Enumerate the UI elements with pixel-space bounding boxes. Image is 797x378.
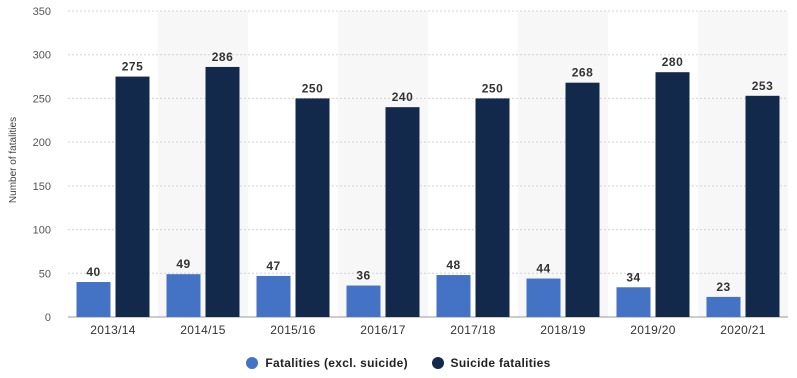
x-tick-label: 2013/14 <box>90 323 136 337</box>
bar-fatalities-3[interactable] <box>346 285 381 317</box>
data-label: 49 <box>176 257 190 271</box>
bar-fatalities-5[interactable] <box>526 278 561 317</box>
bar-suicide-5[interactable] <box>565 82 600 317</box>
x-tick-label: 2016/17 <box>360 323 406 337</box>
data-label: 40 <box>86 265 100 279</box>
x-tick-label: 2015/16 <box>270 323 316 337</box>
y-tick-label: 100 <box>33 225 51 237</box>
data-label: 253 <box>752 79 774 93</box>
bar-fatalities-1[interactable] <box>166 274 201 317</box>
bar-suicide-7[interactable] <box>745 95 780 317</box>
legend: Fatalities (excl. suicide) Suicide fatal… <box>0 356 797 372</box>
bar-suicide-2[interactable] <box>295 98 330 317</box>
legend-swatch-suicide <box>431 357 444 369</box>
data-label: 240 <box>392 90 414 104</box>
bar-fatalities-0[interactable] <box>76 282 111 317</box>
y-tick-label: 300 <box>33 50 51 62</box>
alternating-bands <box>158 11 788 317</box>
bar-chart: 0 50 100 150 200 250 300 350 40 275 49 286 47 250 36 2… <box>8 6 788 337</box>
x-axis-ticks: 2013/14 2014/15 2015/16 2016/17 2017/18 2018/… <box>90 323 766 337</box>
y-tick-label: 350 <box>33 6 51 18</box>
x-tick-label: 2014/15 <box>180 323 226 337</box>
data-label: 34 <box>626 270 640 284</box>
y-axis-ticks: 0 50 100 150 200 250 300 350 <box>33 6 51 324</box>
data-label: 48 <box>446 258 460 272</box>
x-tick-label: 2018/19 <box>540 323 586 337</box>
data-label: 275 <box>122 60 144 74</box>
bar-fatalities-2[interactable] <box>256 275 291 317</box>
data-labels: 40 275 49 286 47 250 36 240 48 250 44 268 34 280 23 253 <box>86 50 774 294</box>
legend-label-fatalities: Fatalities (excl. suicide) <box>265 356 408 370</box>
bar-fatalities-7[interactable] <box>706 296 741 317</box>
bars <box>76 66 780 318</box>
bar-suicide-0[interactable] <box>115 76 150 317</box>
y-tick-label: 150 <box>33 181 51 193</box>
legend-item-fatalities[interactable]: Fatalities (excl. suicide) <box>246 356 408 370</box>
x-tick-label: 2017/18 <box>450 323 496 337</box>
data-label: 250 <box>482 81 504 95</box>
legend-label-suicide: Suicide fatalities <box>450 356 551 370</box>
data-label: 268 <box>572 66 594 80</box>
data-label: 47 <box>266 259 280 273</box>
bar-fatalities-6[interactable] <box>616 287 651 317</box>
data-label: 36 <box>356 269 370 283</box>
x-tick-label: 2019/20 <box>630 323 676 337</box>
bar-suicide-4[interactable] <box>475 98 510 317</box>
legend-swatch-fatalities <box>246 357 259 369</box>
y-axis-label: Number of fatalities <box>8 117 19 203</box>
legend-item-suicide[interactable]: Suicide fatalities <box>431 356 551 370</box>
bar-suicide-3[interactable] <box>385 107 420 318</box>
bar-suicide-1[interactable] <box>205 66 240 317</box>
y-tick-label: 250 <box>33 93 51 105</box>
data-label: 250 <box>302 81 324 95</box>
bar-fatalities-4[interactable] <box>436 275 471 317</box>
bar-suicide-6[interactable] <box>655 72 690 317</box>
y-tick-label: 0 <box>45 312 51 324</box>
y-tick-label: 200 <box>33 137 51 149</box>
y-tick-label: 50 <box>39 268 51 280</box>
data-label: 286 <box>212 50 234 64</box>
data-label: 280 <box>662 55 684 69</box>
x-tick-label: 2020/21 <box>720 323 766 337</box>
data-label: 23 <box>716 280 730 294</box>
data-label: 44 <box>536 262 550 276</box>
